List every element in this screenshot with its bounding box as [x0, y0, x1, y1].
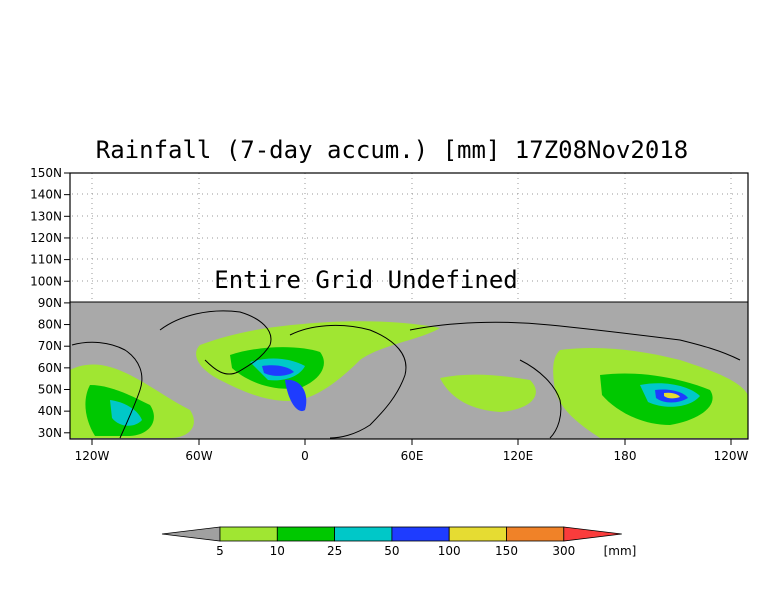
legend-swatch [391, 526, 450, 542]
legend-swatch [276, 526, 335, 542]
x-tick-label: 120W [714, 449, 749, 463]
x-tick-label: 60W [185, 449, 212, 463]
undefined-grid-label: Entire Grid Undefined [214, 266, 517, 294]
y-axis: 150N 140N 130N 120N 110N 100N 90N 80N 70N 60N 50N 4… [30, 166, 70, 440]
legend-unit-label: [mm] [604, 544, 637, 558]
map-frame [69, 172, 749, 440]
x-tick-label: 180 [614, 449, 637, 463]
legend-level-label: 5 [216, 544, 224, 558]
x-tick-label: 60E [401, 449, 424, 463]
x-tick-label: 120E [503, 449, 534, 463]
y-tick-label: 40N [38, 404, 62, 418]
x-tick-label: 120W [75, 449, 110, 463]
y-tick-label: 150N [30, 166, 62, 180]
legend-swatch [448, 526, 507, 542]
y-tick-label: 100N [30, 274, 62, 288]
x-axis: 120W 60W 0 60E 120E 180 120W [75, 439, 749, 463]
rain-band-100-150 [664, 392, 680, 399]
rain-band-25-50 [110, 400, 142, 426]
rainfall-map [70, 302, 748, 439]
map-title: Rainfall (7-day accum.) [mm] 17Z08Nov201… [95, 136, 689, 164]
y-tick-label: 90N [38, 296, 62, 310]
legend-over-triangle [563, 526, 622, 542]
y-tick-label: 30N [38, 426, 62, 440]
legend-level-label: 25 [327, 544, 342, 558]
y-tick-label: 80N [38, 318, 62, 332]
y-tick-label: 120N [30, 231, 62, 245]
y-tick-label: 50N [38, 383, 62, 397]
rain-band-5-10 [440, 374, 536, 412]
x-tick-label: 0 [301, 449, 309, 463]
legend-swatch [334, 526, 393, 542]
legend-level-label: 100 [438, 544, 461, 558]
y-tick-label: 140N [30, 188, 62, 202]
rain-band-50-100 [285, 379, 307, 412]
y-tick-label: 60N [38, 361, 62, 375]
y-tick-label: 70N [38, 339, 62, 353]
rain-band-5-10 [330, 327, 420, 343]
y-tick-label: 110N [30, 253, 62, 267]
legend-colorbar: 5 10 25 50 100 150 300 [mm] [161, 526, 637, 558]
legend-level-label: 150 [495, 544, 518, 558]
legend-swatch [506, 526, 565, 542]
legend-level-label: 300 [552, 544, 575, 558]
rain-band-50-100 [262, 365, 294, 376]
legend-level-label: 50 [384, 544, 399, 558]
legend-under-triangle [161, 526, 221, 542]
coastlines [71, 310, 741, 439]
y-tick-label: 130N [30, 209, 62, 223]
legend-level-label: 10 [270, 544, 285, 558]
legend-swatch [219, 526, 278, 542]
